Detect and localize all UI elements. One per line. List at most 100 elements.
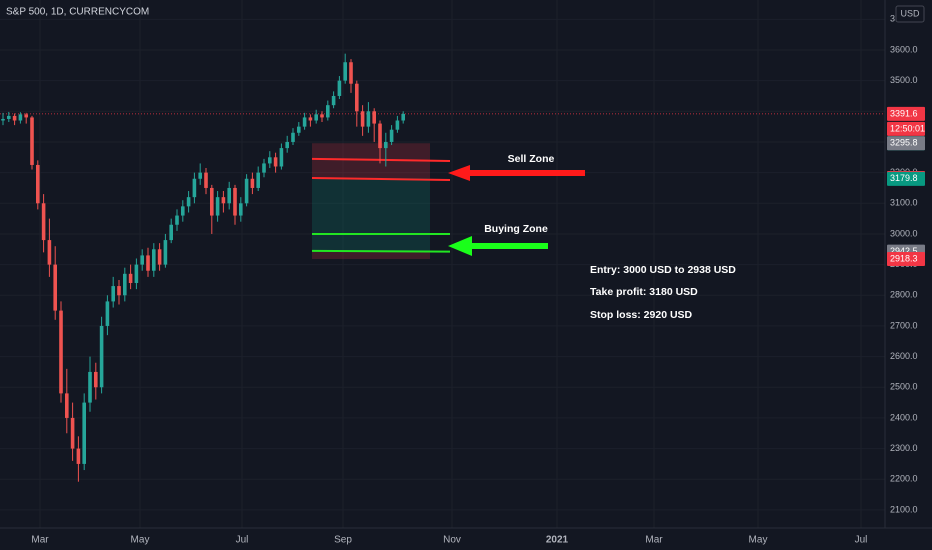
candle-body <box>349 62 353 84</box>
candle-body <box>36 164 40 204</box>
zones <box>0 113 885 260</box>
price-badge-label: 12:50:01 <box>890 123 925 133</box>
zone <box>312 178 430 252</box>
x-tick-label: May <box>131 535 150 546</box>
candle-body <box>285 141 289 149</box>
currency-button[interactable] <box>895 5 925 23</box>
candle-body <box>337 80 342 96</box>
y-tick-label: 2600.0 <box>890 351 918 361</box>
candle-body <box>384 141 388 149</box>
candle-body <box>192 178 197 198</box>
candle-body <box>59 310 63 394</box>
chart-title: S&P 500, 1D, CURRENCYCOM <box>6 7 149 18</box>
candle-body <box>401 113 405 121</box>
candle-body <box>291 132 295 142</box>
x-tick-label: 2021 <box>546 535 569 546</box>
candle-body <box>163 240 168 265</box>
y-tick-label: 3000.0 <box>890 228 918 238</box>
candle-body <box>389 129 394 142</box>
candle-body <box>24 114 28 118</box>
y-tick-label: 3100.0 <box>890 198 918 208</box>
buy-arrow <box>448 236 548 256</box>
annotation: Stop loss: 2920 USD <box>590 309 693 321</box>
x-tick-label: May <box>749 535 768 546</box>
price-badge <box>887 106 925 121</box>
candle-body <box>65 393 69 418</box>
candle-body <box>308 117 313 121</box>
overlay: Sell Zone Buying Zone Entry: 3000 USD to… <box>448 153 736 321</box>
candle-body <box>41 203 46 241</box>
annotation: Buying Zone <box>484 223 548 235</box>
candle-body <box>256 172 260 188</box>
candle-body <box>372 111 376 124</box>
candle-body <box>297 126 301 133</box>
x-tick-label: Jul <box>855 535 868 546</box>
x-tick-label: Mar <box>645 535 663 546</box>
y-tick-label: 2800.0 <box>890 290 918 300</box>
y-tick-label: 2400.0 <box>890 412 918 422</box>
candle-body <box>12 115 17 121</box>
candle-body <box>186 197 191 207</box>
candle-body <box>210 187 214 216</box>
candles <box>1 53 405 482</box>
candle-body <box>227 187 231 204</box>
candle-body <box>76 448 81 464</box>
currency[interactable]: USD <box>900 8 920 18</box>
candle-body <box>99 325 104 388</box>
candle-body <box>233 187 237 216</box>
price-badge-label: 3179.8 <box>890 173 918 183</box>
candle-body <box>146 255 150 271</box>
candle-body <box>279 148 284 167</box>
y-tick-label: 2100.0 <box>890 504 918 514</box>
candle-body <box>140 255 144 265</box>
y-tick-label: 2500.0 <box>890 382 918 392</box>
candle-body <box>175 215 179 225</box>
candle-body <box>1 118 5 121</box>
candle-body <box>215 197 220 216</box>
candle-body <box>239 203 243 216</box>
candle-body <box>152 249 156 271</box>
y-tick-label: 2300.0 <box>890 443 918 453</box>
candle-body <box>82 402 86 464</box>
y-tick-label: 2700.0 <box>890 320 918 330</box>
candle-body <box>378 123 382 149</box>
candle-body <box>366 111 371 127</box>
candle-body <box>395 120 400 130</box>
candle-body <box>198 172 202 179</box>
candle-body <box>30 117 34 165</box>
candle-body <box>157 249 162 265</box>
candle-body <box>326 105 330 118</box>
x-tick-label: Nov <box>443 535 461 546</box>
price-badge-label: 3295.8 <box>890 138 918 148</box>
candle-body <box>355 83 359 112</box>
candle-body <box>314 114 318 121</box>
candle-body <box>343 62 347 81</box>
candle-body <box>320 114 324 118</box>
candle-body <box>360 111 365 127</box>
candle-body <box>88 371 92 403</box>
sell-arrow <box>448 165 585 181</box>
candle-body <box>250 178 255 188</box>
annotation: Take profit: 3180 USD <box>590 286 698 298</box>
candle-body <box>7 115 11 119</box>
price-badge-label: 3391.6 <box>890 108 918 118</box>
price-badge <box>887 121 925 136</box>
annotation: Sell Zone <box>508 153 555 165</box>
candle-body <box>221 197 226 204</box>
candle-body <box>70 417 75 449</box>
candle-body <box>123 273 127 296</box>
y-tick-label: 2200.0 <box>890 474 918 484</box>
candle-body <box>302 117 307 127</box>
candle-body <box>94 371 98 388</box>
y-tick-label: 3500.0 <box>890 75 918 85</box>
y-tick-label: 3600.0 <box>890 44 918 54</box>
x-tick-label: Mar <box>31 535 49 546</box>
price-badge <box>887 136 925 151</box>
candle-body <box>181 206 185 216</box>
annotation: Entry: 3000 USD to 2938 USD <box>590 264 736 276</box>
x-tick-label: Sep <box>334 535 352 546</box>
zone-line <box>311 177 451 181</box>
candle-body <box>18 114 23 121</box>
price-badge-label: 2942.5 <box>890 246 918 256</box>
